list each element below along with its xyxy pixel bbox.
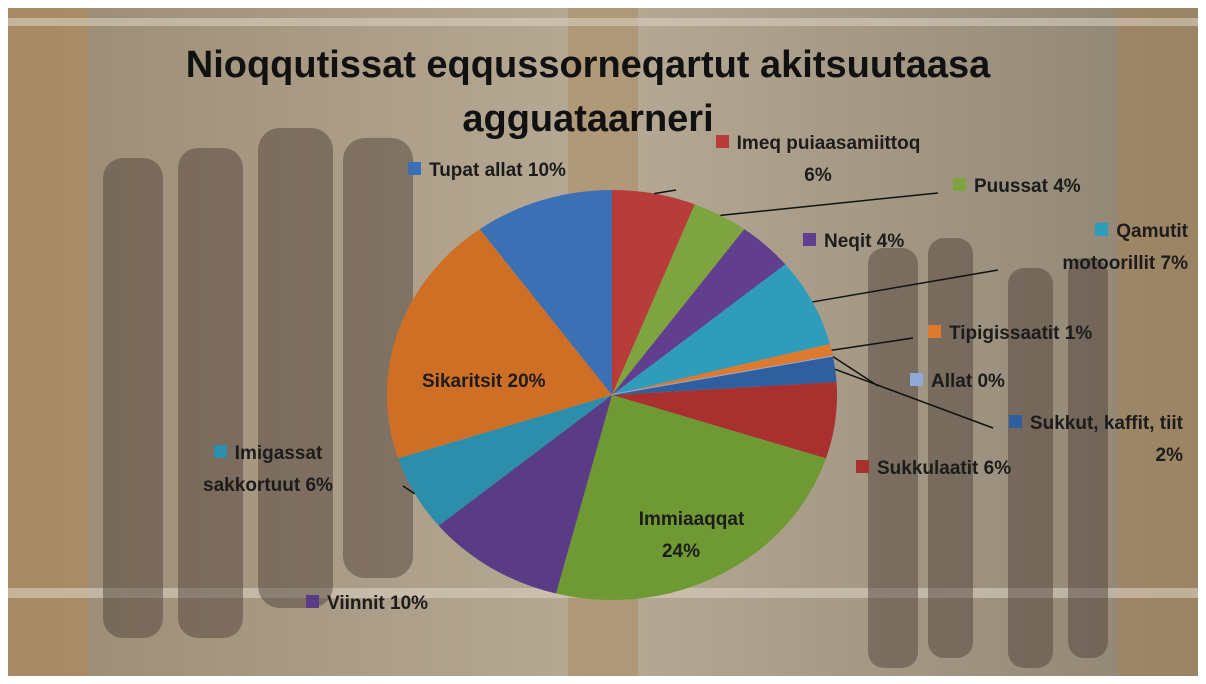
category-label: Sikaritsit — [422, 371, 502, 392]
legend-swatch — [618, 511, 631, 524]
data-label: Imigassat sakkortuut 6% — [168, 438, 368, 502]
category-label: Tipigissaatit — [949, 323, 1060, 344]
data-label: Qamutit motoorillit 7% — [1003, 216, 1188, 280]
data-label: Imeq puiaasamiittoq 6% — [708, 128, 928, 192]
category-label: Imeq puiaasamiittoq — [737, 133, 921, 154]
data-label: Sukkulaatit 6% — [856, 453, 1056, 485]
legend-swatch — [928, 325, 941, 338]
value-label: 2% — [1156, 445, 1183, 466]
legend-swatch — [306, 595, 319, 608]
category-label: Sukkulaatit — [877, 458, 978, 479]
legend-swatch — [856, 460, 869, 473]
chart-title: Nioqqutissat eqqussorneqartut akitsuutaa… — [88, 38, 1088, 146]
value-label: 4% — [1053, 176, 1080, 197]
page: Nioqqutissat eqqussorneqartut akitsuutaa… — [0, 0, 1206, 684]
data-label: Tupat allat 10% — [408, 155, 648, 187]
legend-swatch — [1009, 415, 1022, 428]
legend-swatch — [1095, 223, 1108, 236]
slide: Nioqqutissat eqqussorneqartut akitsuutaa… — [8, 8, 1198, 676]
value-label: 0% — [977, 371, 1004, 392]
legend-swatch — [716, 135, 729, 148]
leader-line — [720, 193, 938, 215]
legend-swatch — [910, 373, 923, 386]
legend-swatch — [803, 233, 816, 246]
legend-swatch — [953, 178, 966, 191]
leader-line — [832, 338, 913, 350]
leader-line — [654, 190, 676, 194]
value-label: 10% — [528, 160, 566, 181]
category-label: Tupat allat — [429, 160, 523, 181]
category-label: Immiaaqqat — [639, 509, 745, 530]
value-label: 1% — [1065, 323, 1092, 344]
value-label: 6% — [305, 475, 332, 496]
data-label: Tipigissaatit 1% — [928, 318, 1148, 350]
value-label: 10% — [390, 593, 428, 614]
data-label: Puussat 4% — [953, 171, 1153, 203]
value-label: 6% — [984, 458, 1011, 479]
data-label: Sikaritsit 20% — [401, 366, 601, 398]
data-label: Viinnit 10% — [306, 588, 506, 620]
category-label: Neqit — [824, 231, 872, 252]
category-label: Puussat — [974, 176, 1048, 197]
category-label: Allat — [931, 371, 972, 392]
legend-swatch — [214, 445, 227, 458]
data-label: Immiaaqqat 24% — [606, 504, 756, 568]
data-label: Neqit 4% — [803, 226, 943, 258]
category-label: Sukkut, kaffit, tiit — [1030, 413, 1183, 434]
value-label: 24% — [662, 541, 700, 562]
value-label: 4% — [877, 231, 904, 252]
value-label: 6% — [804, 165, 831, 186]
data-label: Allat 0% — [910, 366, 1030, 398]
value-label: 7% — [1161, 253, 1188, 274]
category-label: Viinnit — [327, 593, 385, 614]
leader-line — [812, 270, 998, 302]
legend-swatch — [408, 162, 421, 175]
value-label: 20% — [508, 371, 546, 392]
legend-swatch — [401, 373, 414, 386]
